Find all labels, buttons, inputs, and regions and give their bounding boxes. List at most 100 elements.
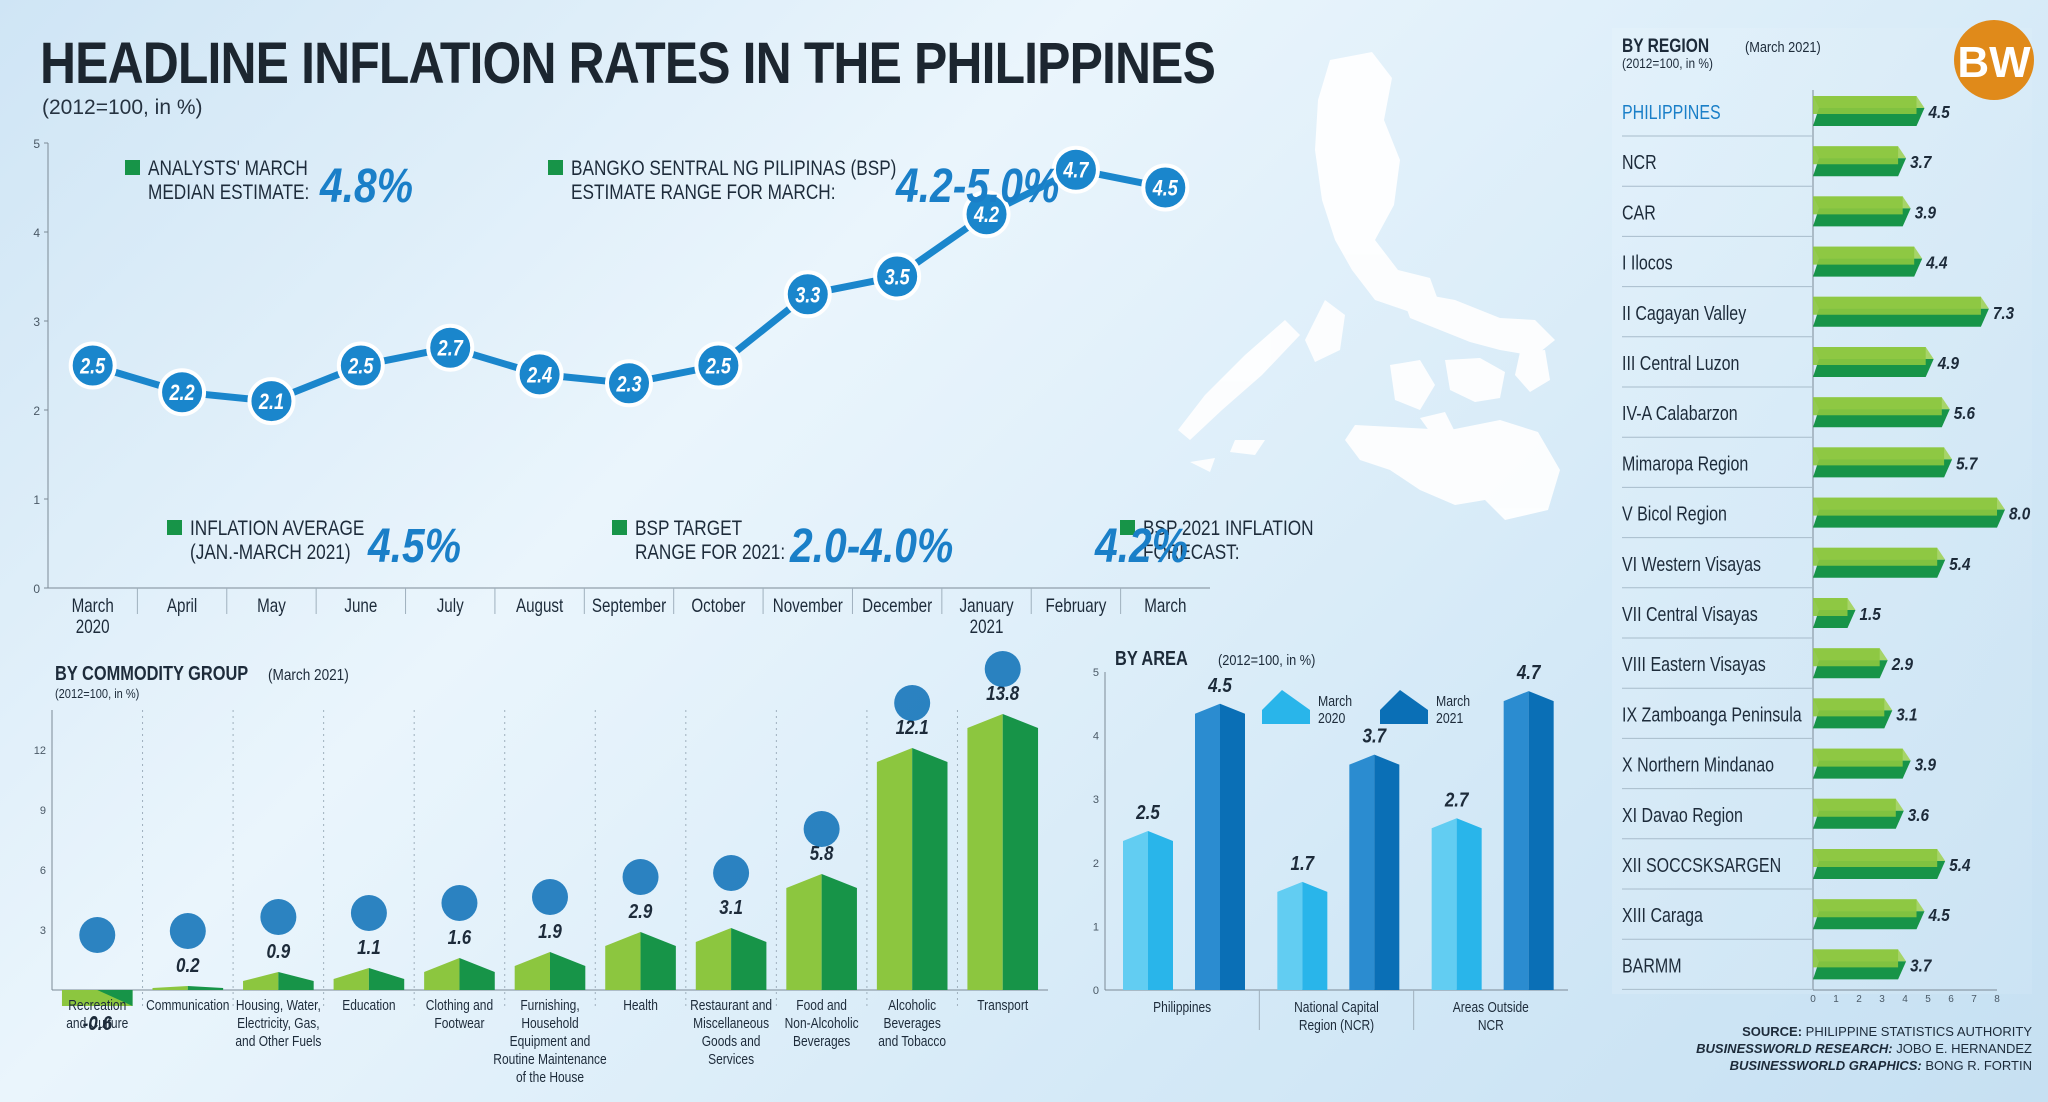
bar: II Cagayan Valley 7.3 (1622, 296, 2015, 327)
data-point-marker (68, 341, 117, 390)
y-tick-label: 4 (33, 226, 40, 240)
x-tick-label: Beverages (793, 1033, 851, 1050)
bar-face-left (605, 932, 641, 990)
x-tick-label: 2020 (76, 615, 110, 637)
category-label: VI Western Visayas (1622, 553, 1761, 575)
x-tick-label: November (773, 594, 843, 616)
bar: NCR 3.7 (1622, 146, 1932, 177)
category-label: Mimaropa Region (1622, 453, 1748, 475)
bar-face (1813, 146, 1899, 165)
bw-logo-text: BW (1957, 38, 2031, 87)
bar-face-left (695, 928, 732, 990)
category-label: NCR (1622, 152, 1657, 174)
y-tick-label: 0 (1093, 985, 1099, 997)
bar: XII SOCCSKSARGEN 5.4 (1622, 849, 1970, 879)
data-label: 2.2 (169, 382, 195, 406)
data-label: 8.0 (2009, 503, 2031, 523)
y-tick-label: 2 (1093, 858, 1099, 870)
x-tick-label: June (344, 594, 377, 616)
bar-face (1813, 849, 1938, 867)
data-label: 3.7 (1910, 955, 1932, 975)
bar: CAR 3.9 (1622, 196, 1937, 227)
data-label: 2.7 (437, 337, 464, 361)
y-tick-label: 9 (40, 805, 46, 817)
bar: BARMM 3.7 (1622, 949, 1932, 980)
phone-icon (169, 913, 206, 949)
x-tick-label: NCR (1478, 1017, 1504, 1034)
data-point-marker (247, 377, 296, 426)
x-tick-label: Philippines (1153, 999, 1211, 1016)
bar-face-right (459, 958, 495, 990)
bar-face-right (368, 968, 405, 990)
data-label: 5.6 (1954, 403, 1976, 423)
category-label: VII Central Visayas (1622, 603, 1758, 625)
data-label: 3.6 (1908, 805, 1930, 825)
heart-cross-icon (622, 859, 659, 895)
chart-title-note: (March 2021) (1745, 38, 1821, 55)
x-tick-label: 3 (1879, 994, 1885, 1005)
x-tick-label: Housing, Water, (236, 997, 321, 1014)
area-chart: BY AREA (2012=100, in %) 0 1 2 3 4 5 2.5 4.5 Phili… (1093, 646, 1568, 1033)
annotation-bullet (548, 160, 563, 175)
bar: 1.1 Education (333, 895, 405, 1013)
bar-face-left (152, 986, 188, 990)
bar: XI Davao Region 3.6 (1622, 798, 1930, 829)
annotation-label: ESTIMATE RANGE FOR MARCH: (571, 182, 835, 205)
page-subtitle: (2012=100, in %) (42, 96, 203, 119)
data-label: 3.1 (719, 896, 743, 919)
data-label: 1.6 (448, 926, 472, 949)
data-point-marker (336, 341, 385, 390)
data-label: 4.5 (1207, 673, 1232, 696)
bar: 4.7 (1503, 661, 1554, 990)
legend-label: March (1318, 693, 1352, 709)
data-point-marker (515, 350, 564, 399)
bar-face-left (514, 952, 550, 990)
annotation-label: MEDIAN ESTIMATE: (148, 182, 309, 205)
data-label: 3.3 (795, 284, 820, 308)
data-label: 2.5 (1135, 801, 1160, 824)
data-point-marker (694, 341, 743, 390)
bar: 4.5 (1195, 673, 1245, 990)
annotation-box: INFLATION AVERAGE(JAN.-MARCH 2021) 4.5% (167, 518, 461, 573)
x-tick-label: Recreation (68, 997, 126, 1014)
heart-cross-icon (622, 859, 659, 895)
bar-face-left (786, 874, 822, 990)
annotation-label: BANGKO SENTRAL NG PILIPINAS (BSP) (571, 158, 896, 181)
bar-face-left (1195, 703, 1220, 990)
furniture-tools-icon (532, 879, 568, 915)
region-chart: BY REGION (March 2021) (2012=100, in %) 0 1 2… (1612, 28, 2032, 1005)
bar-face-right (731, 928, 767, 990)
category-label: III Central Luzon (1622, 352, 1739, 374)
camera-ballet-icon (79, 917, 116, 953)
x-tick-label: 2 (1856, 994, 1862, 1005)
annotation-box: BANGKO SENTRAL NG PILIPINAS (BSP)ESTIMAT… (548, 158, 1059, 213)
chart-subtitle: (2012=100, in %) (55, 686, 139, 701)
data-point-marker (426, 323, 475, 372)
data-label: 0.9 (267, 940, 291, 963)
y-tick-label: 2 (33, 404, 40, 418)
bar-face (1813, 598, 1848, 616)
y-tick-label: 4 (1093, 731, 1099, 743)
data-point-marker (783, 270, 832, 319)
data-label: -0.6 (83, 1012, 113, 1035)
bar-face (1813, 748, 1903, 767)
x-tick-label: Clothing and (426, 997, 493, 1014)
x-tick-label: 1 (1833, 994, 1839, 1005)
x-tick-label: Region (NCR) (1299, 1017, 1374, 1034)
chart-title: BY REGION (1622, 35, 1709, 57)
data-label: 3.9 (1915, 202, 1937, 222)
x-tick-label: September (592, 594, 667, 616)
data-label: 4.7 (1516, 661, 1542, 684)
legend-swatch (1380, 690, 1428, 724)
y-tick-label: 12 (34, 745, 46, 757)
x-tick-label: 6 (1948, 994, 1954, 1005)
category-label: PHILIPPINES (1622, 101, 1721, 123)
bar-face-right (1220, 703, 1245, 990)
bar: X Northern Mindanao 3.9 (1622, 748, 1937, 779)
x-tick-label: July (437, 594, 464, 616)
